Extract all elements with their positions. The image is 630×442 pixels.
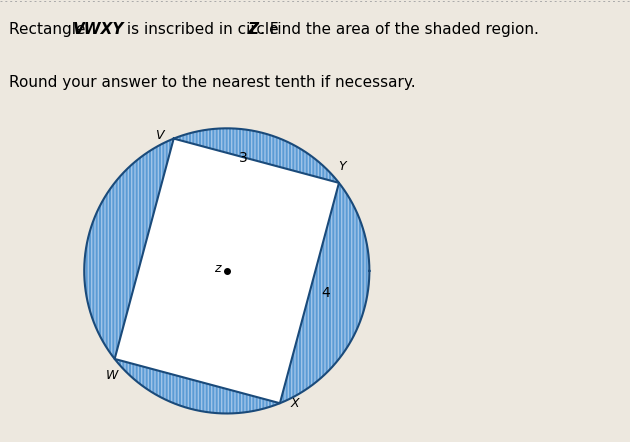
Text: X: X [290, 397, 299, 410]
Polygon shape [115, 139, 339, 403]
Text: z: z [214, 262, 220, 274]
Text: 3: 3 [239, 151, 248, 165]
Text: VWXY: VWXY [72, 22, 124, 37]
Text: V: V [155, 129, 163, 142]
Text: Z: Z [248, 22, 258, 37]
Text: Rectangle: Rectangle [9, 22, 91, 37]
Text: . Find the area of the shaded region.: . Find the area of the shaded region. [260, 22, 539, 37]
Text: Y: Y [338, 160, 346, 173]
Text: W: W [106, 369, 118, 382]
Text: is inscribed in circle: is inscribed in circle [122, 22, 283, 37]
Polygon shape [84, 128, 369, 413]
Text: Round your answer to the nearest tenth if necessary.: Round your answer to the nearest tenth i… [9, 75, 416, 90]
Text: 4: 4 [321, 286, 329, 300]
